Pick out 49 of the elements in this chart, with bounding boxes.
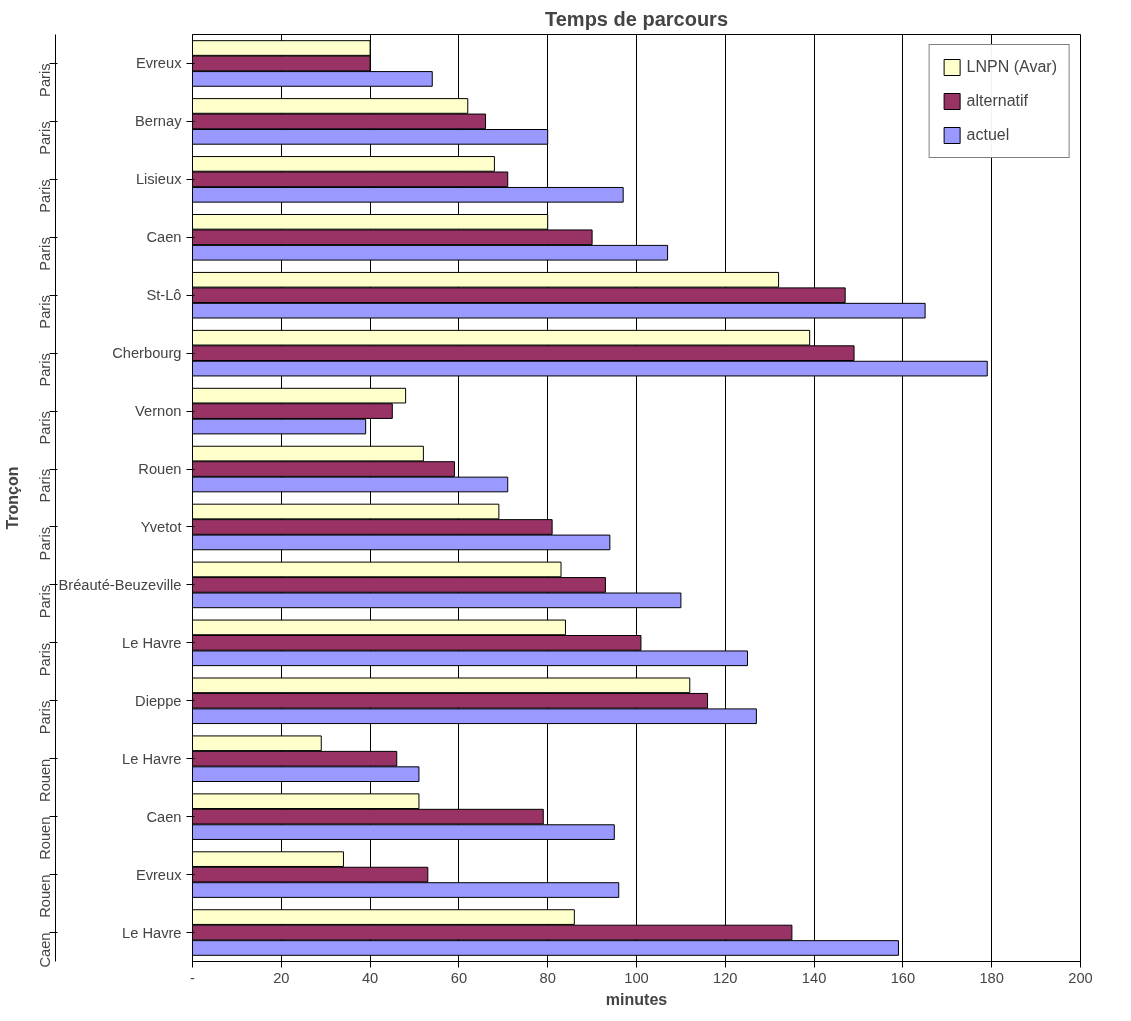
y-tick-label: Rouen — [138, 461, 182, 478]
text: Paris — [36, 411, 53, 445]
text: Paris — [36, 353, 53, 387]
text: Rouen — [36, 758, 53, 802]
legend-label: LNPN (Avar) — [966, 58, 1057, 76]
x-tick-label: 20 — [273, 969, 290, 986]
y-tick-label: Dieppe — [135, 692, 182, 709]
text: Paris — [36, 179, 53, 213]
text: Paris — [36, 121, 53, 155]
text: Paris — [36, 700, 53, 735]
y-tick-label: St-Lô — [146, 287, 182, 304]
x-tick-label: 60 — [450, 969, 468, 986]
y-tick-label: Vernon — [135, 403, 182, 420]
y-tick-label: Caen — [146, 808, 182, 825]
x-tick-label: 120 — [713, 969, 738, 986]
y-tick-label: Caen — [146, 229, 182, 246]
x-axis-title: minutes — [605, 990, 668, 1008]
y-tick-label: Evreux — [135, 866, 183, 883]
text: Paris — [36, 63, 53, 97]
x-tick-label: 80 — [539, 969, 556, 986]
y-tick-label: Yvetot — [140, 518, 182, 535]
y-tick-label: Cherbourg — [112, 345, 182, 362]
y-tick-label: Le Havre — [122, 634, 182, 651]
text: Paris — [36, 584, 53, 619]
x-tick-label: 160 — [890, 969, 916, 986]
y-axis-title: Tronçon — [3, 466, 21, 530]
legend-label: actuel — [966, 126, 1010, 144]
x-tick-label: - — [190, 969, 196, 986]
text: Paris — [36, 526, 53, 561]
chart-title: Temps de parcours — [544, 7, 729, 30]
y-tick-label: Le Havre — [122, 750, 182, 767]
x-tick-label: 100 — [624, 969, 649, 986]
text: Paris — [36, 469, 53, 503]
text: Paris — [36, 295, 53, 329]
text: Rouen — [36, 874, 53, 918]
text: Rouen — [36, 816, 53, 860]
text: Paris — [36, 237, 53, 271]
text: Paris — [36, 642, 53, 677]
x-tick-label: 40 — [361, 969, 379, 986]
y-tick-label: Bréauté-Beuzeville — [58, 576, 182, 593]
x-tick-label: 200 — [1068, 969, 1093, 986]
y-tick-label: Lisieux — [135, 171, 183, 188]
x-tick-label: 180 — [979, 969, 1004, 986]
y-tick-label: Evreux — [135, 55, 183, 72]
x-tick-label: 140 — [801, 969, 827, 986]
y-tick-label: Le Havre — [122, 924, 182, 941]
text: Caen — [36, 932, 53, 968]
y-tick-label: Bernay — [135, 113, 183, 130]
legend-label: alternatif — [966, 92, 1028, 110]
